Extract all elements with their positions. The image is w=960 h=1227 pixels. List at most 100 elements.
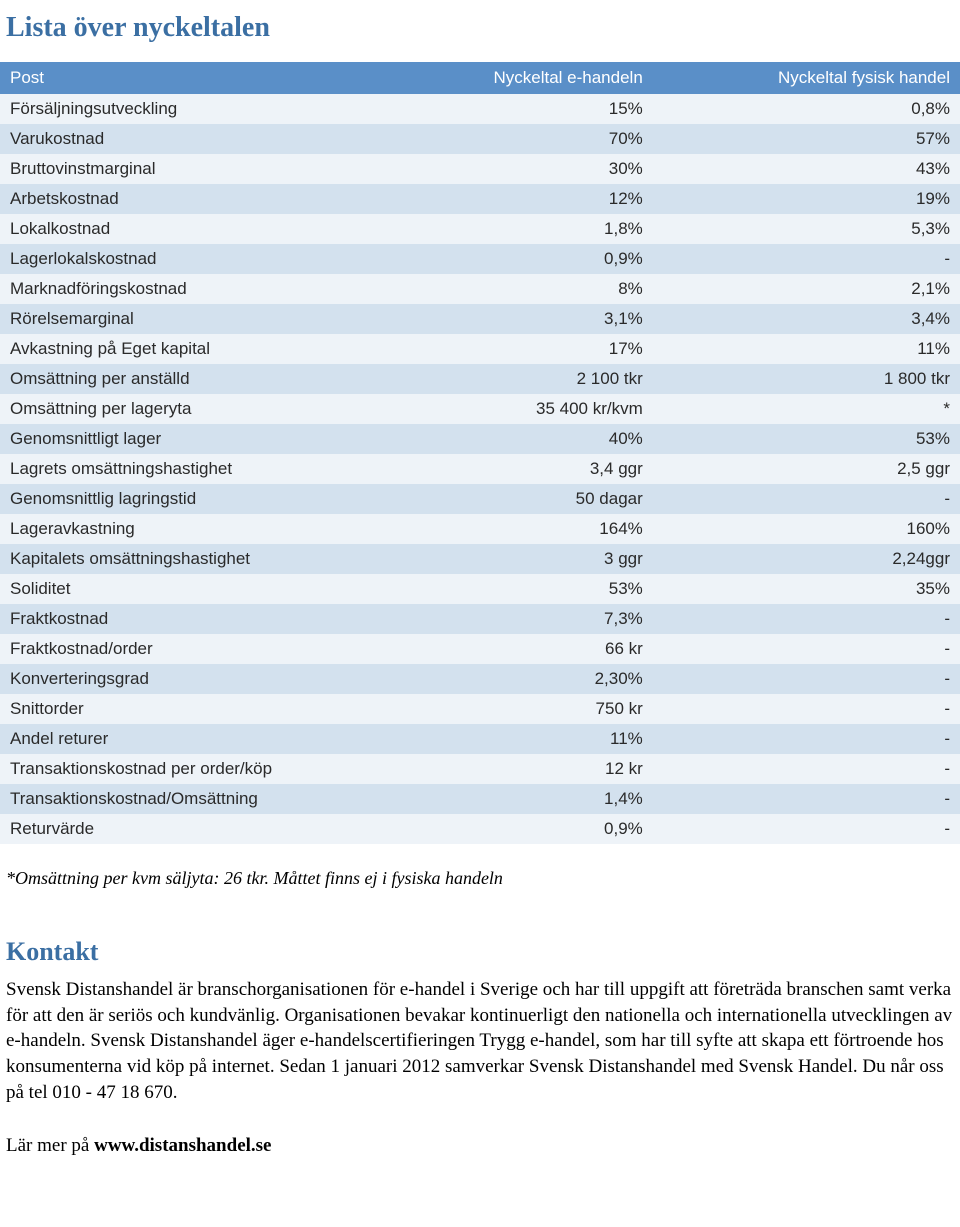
cell-fysisk: - xyxy=(653,694,960,724)
cell-post: Lokalkostnad xyxy=(0,214,346,244)
table-row: Transaktionskostnad per order/köp12 kr- xyxy=(0,754,960,784)
cell-ehandel: 1,4% xyxy=(346,784,653,814)
table-row: Returvärde0,9%- xyxy=(0,814,960,844)
cell-post: Försäljningsutveckling xyxy=(0,94,346,124)
cell-post: Genomsnittligt lager xyxy=(0,424,346,454)
col-header-ehandel: Nyckeltal e-handeln xyxy=(346,62,653,94)
table-row: Transaktionskostnad/Omsättning1,4%- xyxy=(0,784,960,814)
cell-post: Lageravkastning xyxy=(0,514,346,544)
table-row: Lokalkostnad1,8%5,3% xyxy=(0,214,960,244)
table-row: Avkastning på Eget kapital17%11% xyxy=(0,334,960,364)
cell-ehandel: 2,30% xyxy=(346,664,653,694)
cell-post: Omsättning per anställd xyxy=(0,364,346,394)
cell-post: Snittorder xyxy=(0,694,346,724)
cell-fysisk: - xyxy=(653,814,960,844)
cell-ehandel: 1,8% xyxy=(346,214,653,244)
cell-post: Transaktionskostnad per order/köp xyxy=(0,754,346,784)
cell-fysisk: 43% xyxy=(653,154,960,184)
cell-ehandel: 3 ggr xyxy=(346,544,653,574)
table-row: Bruttovinstmarginal30%43% xyxy=(0,154,960,184)
cell-fysisk: - xyxy=(653,484,960,514)
table-row: Arbetskostnad12%19% xyxy=(0,184,960,214)
cell-ehandel: 53% xyxy=(346,574,653,604)
cell-post: Avkastning på Eget kapital xyxy=(0,334,346,364)
table-row: Genomsnittligt lager40%53% xyxy=(0,424,960,454)
table-row: Soliditet53%35% xyxy=(0,574,960,604)
cell-post: Soliditet xyxy=(0,574,346,604)
page-title: Lista över nyckeltalen xyxy=(0,0,960,62)
cell-fysisk: - xyxy=(653,784,960,814)
table-row: Omsättning per lageryta35 400 kr/kvm* xyxy=(0,394,960,424)
cell-fysisk: 2,5 ggr xyxy=(653,454,960,484)
cell-ehandel: 164% xyxy=(346,514,653,544)
table-row: Kapitalets omsättningshastighet3 ggr2,24… xyxy=(0,544,960,574)
table-row: Fraktkostnad/order66 kr- xyxy=(0,634,960,664)
cell-ehandel: 12 kr xyxy=(346,754,653,784)
cell-ehandel: 750 kr xyxy=(346,694,653,724)
cell-ehandel: 50 dagar xyxy=(346,484,653,514)
table-footnote: *Omsättning per kvm säljyta: 26 tkr. Måt… xyxy=(0,844,960,889)
cell-fysisk: 0,8% xyxy=(653,94,960,124)
cell-fysisk: - xyxy=(653,604,960,634)
cell-fysisk: 1 800 tkr xyxy=(653,364,960,394)
contact-heading: Kontakt xyxy=(0,889,960,977)
table-row: Försäljningsutveckling15%0,8% xyxy=(0,94,960,124)
cell-post: Lagrets omsättningshastighet xyxy=(0,454,346,484)
cell-fysisk: - xyxy=(653,754,960,784)
cell-fysisk: * xyxy=(653,394,960,424)
cell-post: Marknadföringskostnad xyxy=(0,274,346,304)
cell-ehandel: 3,4 ggr xyxy=(346,454,653,484)
cell-fysisk: 35% xyxy=(653,574,960,604)
learn-more-prefix: Lär mer på xyxy=(6,1135,94,1156)
col-header-post: Post xyxy=(0,62,346,94)
cell-post: Bruttovinstmarginal xyxy=(0,154,346,184)
cell-ehandel: 35 400 kr/kvm xyxy=(346,394,653,424)
cell-fysisk: - xyxy=(653,724,960,754)
table-row: Snittorder750 kr- xyxy=(0,694,960,724)
cell-ehandel: 0,9% xyxy=(346,244,653,274)
cell-fysisk: 2,1% xyxy=(653,274,960,304)
cell-post: Omsättning per lageryta xyxy=(0,394,346,424)
cell-post: Konverteringsgrad xyxy=(0,664,346,694)
cell-ehandel: 12% xyxy=(346,184,653,214)
cell-ehandel: 11% xyxy=(346,724,653,754)
cell-fysisk: 57% xyxy=(653,124,960,154)
cell-fysisk: 2,24ggr xyxy=(653,544,960,574)
table-row: Omsättning per anställd2 100 tkr1 800 tk… xyxy=(0,364,960,394)
table-row: Genomsnittlig lagringstid50 dagar- xyxy=(0,484,960,514)
cell-ehandel: 3,1% xyxy=(346,304,653,334)
cell-fysisk: - xyxy=(653,634,960,664)
table-row: Rörelsemarginal3,1%3,4% xyxy=(0,304,960,334)
cell-post: Returvärde xyxy=(0,814,346,844)
cell-post: Arbetskostnad xyxy=(0,184,346,214)
cell-ehandel: 66 kr xyxy=(346,634,653,664)
cell-ehandel: 8% xyxy=(346,274,653,304)
contact-body: Svensk Distanshandel är branschorganisat… xyxy=(0,977,960,1113)
col-header-fysisk: Nyckeltal fysisk handel xyxy=(653,62,960,94)
cell-ehandel: 70% xyxy=(346,124,653,154)
cell-post: Andel returer xyxy=(0,724,346,754)
table-row: Lagrets omsättningshastighet3,4 ggr2,5 g… xyxy=(0,454,960,484)
cell-post: Fraktkostnad xyxy=(0,604,346,634)
cell-fysisk: 5,3% xyxy=(653,214,960,244)
cell-fysisk: 11% xyxy=(653,334,960,364)
table-row: Varukostnad70%57% xyxy=(0,124,960,154)
cell-ehandel: 30% xyxy=(346,154,653,184)
cell-post: Rörelsemarginal xyxy=(0,304,346,334)
learn-more-url: www.distanshandel.se xyxy=(94,1135,271,1156)
cell-ehandel: 15% xyxy=(346,94,653,124)
table-row: Lageravkastning164%160% xyxy=(0,514,960,544)
cell-fysisk: 53% xyxy=(653,424,960,454)
cell-post: Lagerlokalskostnad xyxy=(0,244,346,274)
cell-post: Genomsnittlig lagringstid xyxy=(0,484,346,514)
table-row: Konverteringsgrad2,30%- xyxy=(0,664,960,694)
table-row: Fraktkostnad7,3%- xyxy=(0,604,960,634)
cell-ehandel: 2 100 tkr xyxy=(346,364,653,394)
cell-fysisk: 3,4% xyxy=(653,304,960,334)
learn-more: Lär mer på www.distanshandel.se xyxy=(0,1113,960,1157)
table-header-row: Post Nyckeltal e-handeln Nyckeltal fysis… xyxy=(0,62,960,94)
cell-ehandel: 17% xyxy=(346,334,653,364)
cell-ehandel: 0,9% xyxy=(346,814,653,844)
cell-post: Fraktkostnad/order xyxy=(0,634,346,664)
table-row: Marknadföringskostnad8%2,1% xyxy=(0,274,960,304)
